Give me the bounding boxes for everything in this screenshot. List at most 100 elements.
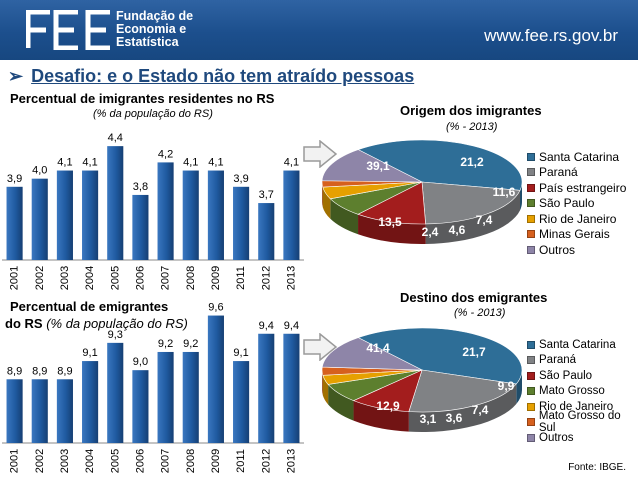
pie-slice-label: 39,1: [366, 159, 390, 173]
legend-swatch: [527, 433, 535, 442]
emigrants-chart-title-line2: do RS (% da população do RS): [5, 316, 188, 331]
bar-2003: [56, 379, 73, 443]
source-note: Fonte: IBGE.: [568, 462, 626, 473]
legend-label: Minas Gerais: [539, 227, 610, 242]
legend-swatch: [527, 387, 535, 396]
bar-value-label: 9,4: [284, 320, 299, 332]
x-tick-label: 2009: [210, 449, 222, 473]
legend-item: Outros: [527, 242, 626, 258]
bar-value-label: 8,9: [7, 365, 22, 377]
x-tick-label: 2011: [235, 266, 247, 290]
legend-label: Mato Grosso do Sul: [538, 410, 621, 435]
pie-slice-side: [322, 370, 323, 396]
pie-slice-label: 21,2: [460, 155, 484, 169]
x-tick-label: 2005: [109, 449, 121, 473]
x-tick-label: 2008: [185, 449, 197, 473]
legend-label: País estrangeiro: [539, 180, 627, 195]
bar-2003: [56, 170, 73, 260]
destination-pie-subtitle: (% - 2013): [454, 307, 506, 319]
bar-2007: [157, 351, 174, 443]
pie-slice-outros: [321, 149, 423, 183]
x-tick-label: 2004: [84, 449, 96, 473]
legend-label: São Paulo: [539, 369, 593, 382]
origin-pie-chart: 39,1 21,2 11,67,4 4,6 2,4 13,5: [321, 139, 523, 244]
pie-slice-pa-s-estrangeiro: [357, 181, 426, 225]
legend-label: Santa Catarina: [539, 149, 620, 164]
bar-value-label: 9,2: [183, 338, 198, 350]
bar-value-label: 9,4: [259, 320, 274, 332]
pie-slice-side: [520, 182, 522, 211]
x-tick-label: 2003: [59, 266, 71, 290]
legend-swatch: [527, 418, 535, 427]
pie-slice-label: 7,4: [476, 213, 493, 227]
pie-slice-label: 41,4: [366, 341, 390, 355]
bar-value-label: 9,1: [233, 347, 248, 359]
bar-value-label: 9,0: [133, 356, 148, 368]
x-tick-label: 2001: [9, 266, 21, 290]
bar-2006: [132, 194, 149, 260]
x-tick-label: 2013: [285, 266, 297, 290]
logo-line-2: Economia e: [116, 22, 187, 36]
x-tick-label: 2001: [9, 449, 21, 473]
x-tick-label: 2006: [134, 266, 146, 290]
emigrants-chart-title-bold: Percentual de emigrantes: [10, 299, 169, 314]
bar-value-label: 9,6: [208, 302, 223, 314]
bar-2007: [157, 162, 174, 260]
bar-2011: [233, 361, 250, 443]
bar-2011: [233, 186, 250, 260]
x-tick-label: 2004: [84, 266, 96, 290]
bar-2008: [182, 351, 199, 443]
legend-item: Santa Catarina: [527, 149, 626, 165]
emigrants-chart-title: Percentual de emigrantes: [10, 299, 168, 314]
pie-slice-side: [322, 187, 331, 219]
origin-pie-subtitle: (% - 2013): [446, 121, 498, 133]
x-tick-label: 2006: [134, 449, 146, 473]
pie-slice-label: 21,7: [462, 345, 486, 359]
x-tick-label: 2003: [59, 449, 71, 473]
legend-item: São Paulo: [527, 368, 638, 384]
bar-2012: [258, 203, 275, 260]
fee-logo: [26, 10, 110, 50]
pie-slice-side: [330, 198, 359, 235]
pie-slice-side: [328, 384, 354, 421]
bar-2005: [107, 342, 124, 443]
bar-2002: [31, 178, 48, 260]
bar-2001: [6, 186, 23, 260]
legend-swatch: [527, 168, 535, 177]
legend-swatch: [527, 199, 535, 208]
x-tick-label: 2005: [109, 266, 121, 290]
x-tick-label: 2012: [260, 266, 272, 290]
bar-2004: [82, 361, 99, 443]
bar-2006: [132, 370, 149, 443]
bar-value-label: 3,9: [233, 173, 248, 185]
bar-2005: [107, 146, 124, 260]
pie-slice-label: 7,4: [472, 403, 489, 417]
legend-swatch: [527, 402, 535, 411]
pie-slice-side: [425, 190, 521, 244]
legend-item: Rio de Janeiro: [527, 399, 638, 415]
pie-slice-label: 3,6: [446, 411, 463, 425]
pie-slice-side: [408, 383, 517, 432]
legend-label: Santa Catarina: [539, 338, 616, 351]
legend-item: Mato Grosso: [527, 384, 638, 400]
arrow-bullet-icon: ➢: [8, 66, 24, 86]
legend-swatch: [527, 183, 535, 192]
site-url-link[interactable]: www.fee.rs.gov.br: [484, 26, 618, 45]
bar-value-label: 4,2: [158, 148, 173, 160]
bar-2012: [258, 333, 275, 443]
legend-swatch: [527, 245, 535, 254]
bar-2013: [283, 333, 300, 443]
bar-value-label: 9,2: [158, 338, 173, 350]
legend-item: Minas Gerais: [527, 227, 626, 243]
legend-swatch: [527, 340, 535, 349]
pie-slice-label: 2,4: [422, 225, 439, 239]
x-tick-label: 2007: [160, 266, 172, 290]
bar-value-label: 4,1: [82, 157, 97, 169]
origin-pie-title: Origem dos imigrantes: [400, 103, 542, 118]
pie-slice-side: [353, 400, 409, 432]
bar-2009: [207, 170, 224, 260]
immigrants-bar-chart: 3,9 2001 4,0 2002 4,1 2003 4,1 2004 4,4 2005 3,8 20…: [2, 132, 304, 290]
pie-slice-side: [322, 182, 323, 208]
legend-label: Outros: [539, 431, 574, 444]
emigrants-bar-chart: 8,9 2001 8,9 2002 8,9 2003 9,1 2004 9,3 2005 9,0 20…: [2, 302, 304, 473]
